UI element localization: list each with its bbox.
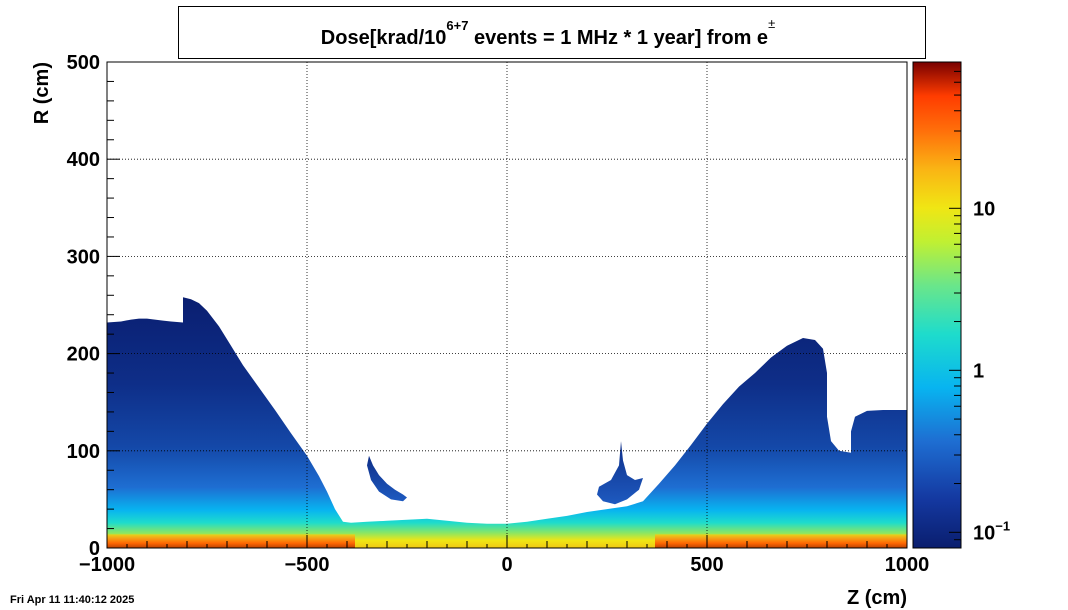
x-tick-label: 1000 bbox=[885, 554, 930, 576]
beamline-hot-band-1 bbox=[107, 534, 355, 548]
left-endcap-region bbox=[107, 297, 507, 548]
y-tick-label: 400 bbox=[67, 149, 100, 171]
x-tick-label: −1000 bbox=[79, 554, 135, 576]
y-tick-label: 100 bbox=[67, 441, 100, 463]
y-tick-label: 0 bbox=[89, 538, 100, 560]
x-tick-label: −500 bbox=[284, 554, 329, 576]
y-axis-title: R (cm) bbox=[31, 62, 53, 124]
x-axis-title: Z (cm) bbox=[847, 587, 907, 609]
grid bbox=[107, 62, 907, 548]
colorbar-label: 10 bbox=[973, 198, 995, 220]
y-axis: 0 100 200 300 400 500 bbox=[67, 52, 120, 560]
x-tick-label: 0 bbox=[501, 554, 512, 576]
y-tick-label: 200 bbox=[67, 344, 100, 366]
colorbar-label: 10−1 bbox=[973, 518, 1010, 544]
beamline-hot-band-2 bbox=[655, 534, 907, 548]
x-tick-label: 500 bbox=[690, 554, 723, 576]
plot-area: −1000 −500 0 500 1000 0 100 200 300 400 500 bbox=[67, 52, 930, 576]
left-island-region bbox=[367, 455, 407, 502]
y-tick-label: 300 bbox=[67, 246, 100, 268]
color-scale-bar: 10−1 1 10 bbox=[912, 61, 1010, 549]
y-tick-label: 500 bbox=[67, 52, 100, 74]
colorbar-gradient bbox=[912, 61, 962, 549]
right-island-region bbox=[597, 441, 643, 505]
chart-title: Dose[krad/106+7 events = 1 MHz * 1 year]… bbox=[321, 16, 775, 49]
x-axis: −1000 −500 0 500 1000 bbox=[79, 535, 929, 576]
timestamp: Fri Apr 11 11:40:12 2025 bbox=[10, 594, 134, 606]
title-box bbox=[178, 6, 926, 59]
colorbar-label: 1 bbox=[973, 360, 984, 382]
colorbar-ticks: 10−1 1 10 bbox=[949, 61, 1010, 549]
